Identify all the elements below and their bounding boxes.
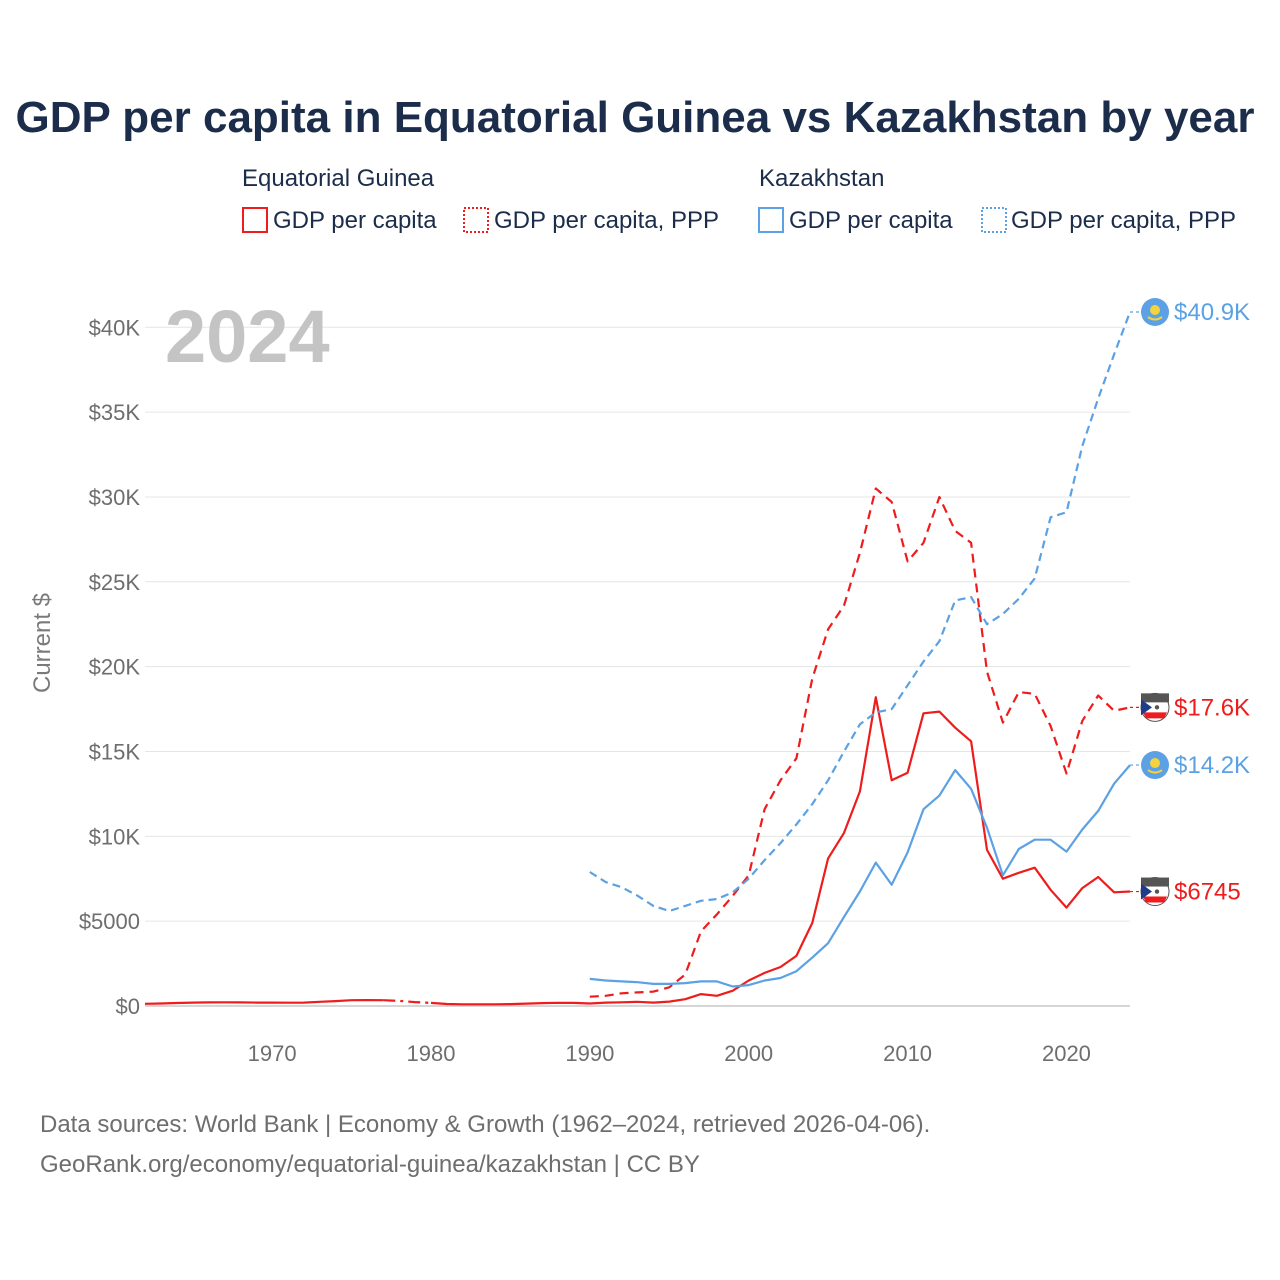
legend-swatch-eg-gdp — [242, 207, 268, 233]
y-tick-label: $35K — [89, 400, 141, 425]
y-tick-label: $5000 — [79, 909, 140, 934]
series-line-eg-gdp — [144, 999, 384, 1005]
axes: $0 $5000 $10K $15K $20K $25K $30K $35K $40K 1970 1… — [79, 315, 1091, 1066]
y-axis-title: Current $ — [29, 593, 56, 693]
legend-swatch-kz-ppp — [981, 207, 1007, 233]
legend-item-eg-ppp: GDP per capita, PPP — [494, 207, 719, 234]
y-tick-label: $40K — [89, 315, 141, 340]
y-tick-label: $25K — [89, 570, 141, 595]
legend-group-kazakhstan: Kazakhstan — [759, 165, 884, 192]
end-label-kz-gdp: $14.2K — [1174, 752, 1250, 779]
y-tick-label: $0 — [116, 994, 140, 1019]
end-labels: $6745 $17.6K $14.2K $40.9K — [1130, 298, 1250, 907]
x-tick-label: 2020 — [1042, 1041, 1091, 1066]
end-label-eg-ppp: $17.6K — [1174, 694, 1250, 721]
equatorial-guinea-flag-icon — [1140, 692, 1170, 722]
y-tick-label: $10K — [89, 824, 141, 849]
x-tick-label: 1970 — [248, 1041, 297, 1066]
legend-group-equatorial-guinea: Equatorial Guinea — [242, 165, 435, 192]
footer-source: Data sources: World Bank | Economy & Gro… — [40, 1111, 930, 1138]
y-tick-label: $15K — [89, 739, 141, 764]
x-tick-label: 2010 — [883, 1041, 932, 1066]
x-tick-label: 1990 — [565, 1041, 614, 1066]
legend-swatch-eg-ppp — [463, 207, 489, 233]
y-tick-label: $30K — [89, 485, 141, 510]
grid — [145, 326, 1130, 1007]
y-tick-label: $20K — [89, 655, 141, 680]
x-tick-label: 2000 — [724, 1041, 773, 1066]
legend-item-kz-ppp: GDP per capita, PPP — [1011, 207, 1236, 234]
series — [144, 311, 1132, 1006]
end-label-eg-gdp: $6745 — [1174, 879, 1241, 906]
series-line-eg-gdp-part1 — [383, 999, 432, 1004]
series-line-kz-gdp — [589, 764, 1131, 988]
end-label-kz-ppp: $40.9K — [1174, 299, 1250, 326]
year-watermark: 2024 — [165, 295, 330, 378]
legend-swatch-kz-gdp — [758, 207, 784, 233]
footer-link: GeoRank.org/economy/equatorial-guinea/ka… — [40, 1151, 700, 1178]
x-tick-label: 1980 — [406, 1041, 455, 1066]
series-line-eg-ppp — [589, 487, 1131, 998]
kazakhstan-flag-icon — [1141, 298, 1169, 326]
series-line-kz-ppp — [589, 311, 1132, 913]
legend-item-kz-gdp: GDP per capita — [789, 207, 953, 234]
equatorial-guinea-flag-icon — [1140, 877, 1170, 907]
kazakhstan-flag-icon — [1141, 751, 1169, 780]
series-line-eg-gdp-part2 — [430, 696, 1131, 1006]
chart-title: GDP per capita in Equatorial Guinea vs K… — [16, 93, 1255, 142]
legend-item-eg-gdp: GDP per capita — [273, 207, 437, 234]
legend: Equatorial Guinea GDP per capita GDP per… — [242, 165, 1236, 234]
